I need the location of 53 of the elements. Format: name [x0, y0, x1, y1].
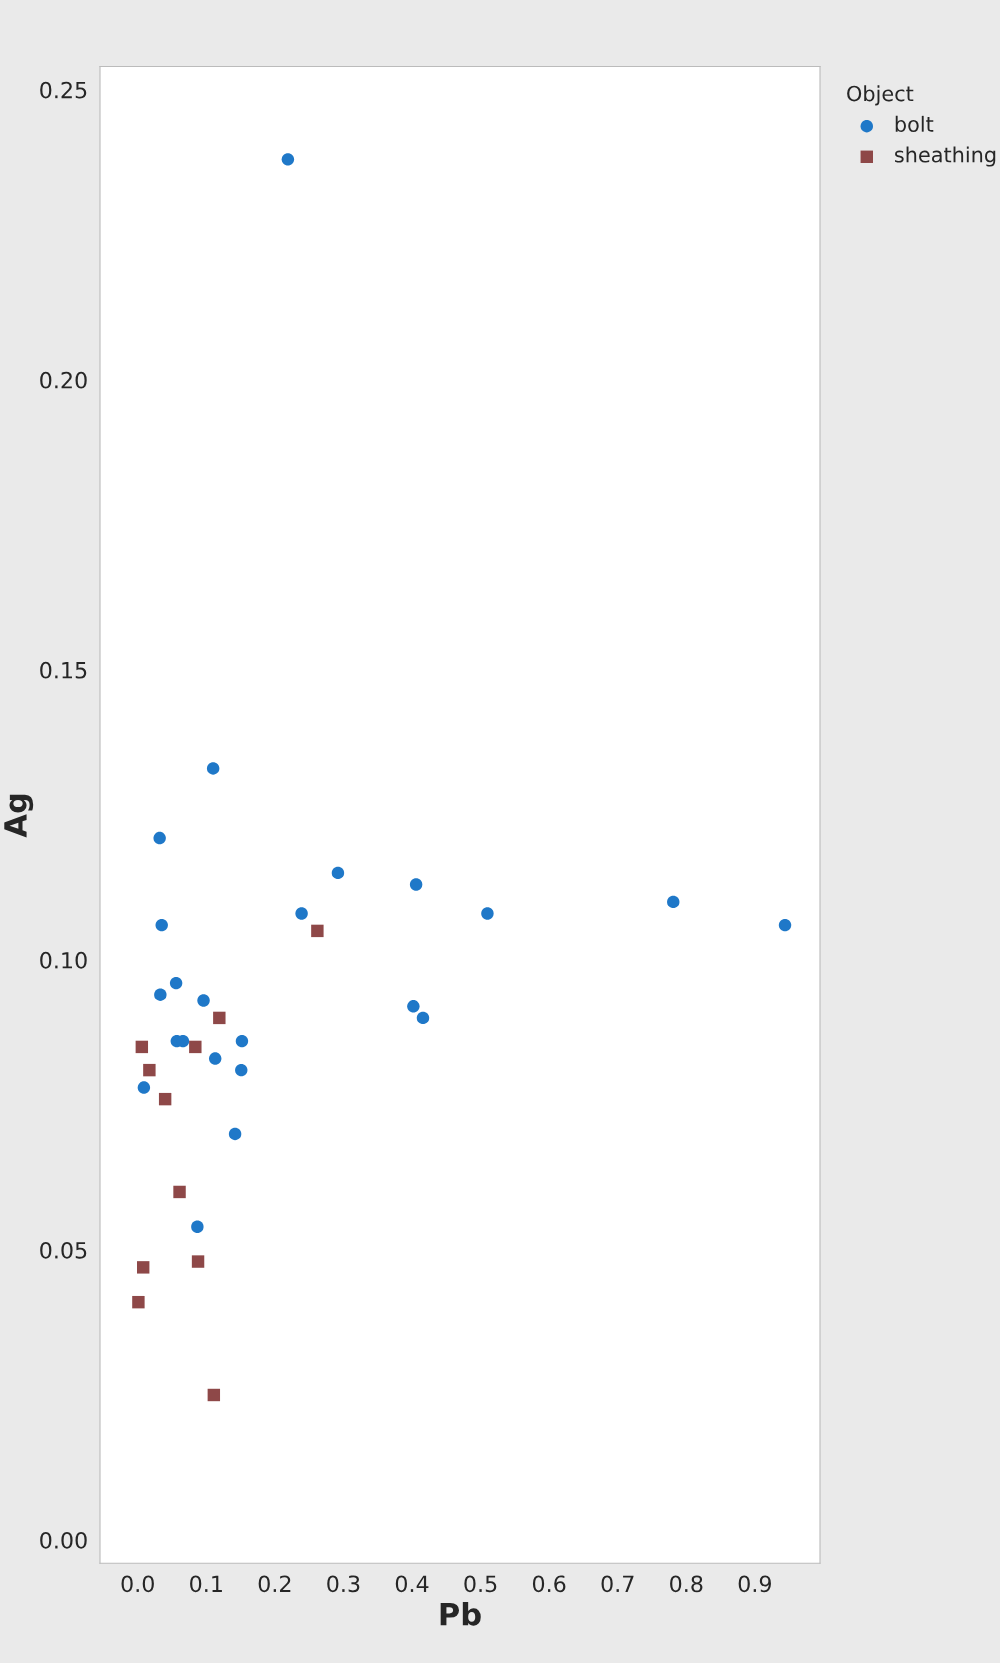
point — [228, 1127, 242, 1141]
point — [173, 1185, 186, 1199]
y-tick-label: 0.05 — [40, 1241, 87, 1259]
x-tick-label: 0.9 — [738, 1575, 771, 1593]
x-tick-label: 0.2 — [258, 1575, 291, 1593]
point — [132, 1295, 145, 1309]
y-axis-title: Ag — [4, 794, 34, 838]
point — [143, 1063, 156, 1077]
point — [137, 1081, 151, 1094]
y-tick-label: 0.10 — [40, 951, 87, 969]
point — [416, 1011, 430, 1025]
x-tick-label: 0.4 — [395, 1575, 429, 1593]
point — [409, 878, 423, 891]
point — [235, 1063, 248, 1077]
point — [191, 1220, 204, 1233]
x-tick-label: 0.0 — [121, 1575, 154, 1593]
point — [189, 1040, 202, 1054]
x-tick-label: 0.7 — [601, 1575, 634, 1593]
point — [778, 918, 792, 932]
point — [153, 831, 166, 845]
point — [191, 1255, 205, 1268]
point — [155, 918, 168, 932]
point — [169, 976, 183, 990]
point — [154, 988, 167, 1001]
point — [213, 1011, 226, 1025]
x-axis-title: Pb — [440, 1602, 481, 1626]
y-tick-label: 0.15 — [40, 661, 87, 679]
y-tick-label: 0.25 — [40, 81, 87, 99]
x-tick-label: 0.1 — [190, 1575, 222, 1593]
point — [295, 907, 308, 920]
point — [481, 907, 494, 920]
point — [197, 994, 210, 1007]
legend-label: bolt — [895, 115, 934, 132]
point — [311, 924, 324, 938]
point — [667, 895, 680, 909]
point — [206, 762, 220, 775]
point — [207, 1388, 221, 1402]
point — [331, 866, 345, 880]
y-tick-label: 0.00 — [40, 1531, 87, 1549]
point — [281, 153, 295, 166]
y-tick-label: 0.20 — [40, 371, 87, 389]
point — [407, 1000, 420, 1013]
point — [208, 1052, 222, 1065]
legend-label: sheathing — [895, 146, 996, 167]
point — [158, 1092, 172, 1106]
point — [136, 1261, 150, 1274]
legend-title: Object — [847, 85, 914, 106]
point — [235, 1034, 249, 1048]
x-tick-label: 0.8 — [670, 1575, 703, 1593]
point — [135, 1040, 149, 1054]
x-tick-label: 0.5 — [464, 1575, 497, 1593]
x-tick-label: 0.3 — [327, 1575, 360, 1593]
x-tick-label: 0.6 — [532, 1575, 566, 1593]
